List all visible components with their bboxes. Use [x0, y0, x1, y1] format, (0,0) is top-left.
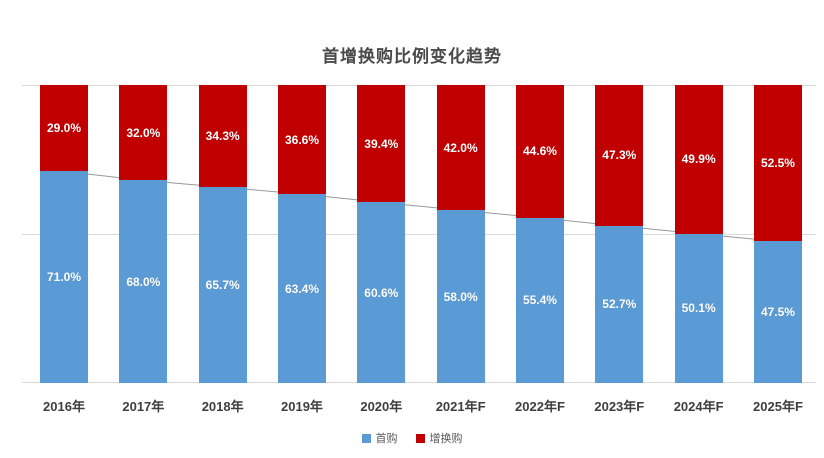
bar-value-label-first-purchase: 68.0%	[126, 274, 161, 289]
bar-group-2025年F: 52.5% 47.5%	[753, 85, 802, 383]
bar-value-label-replacement: 44.6%	[522, 144, 557, 159]
bar-value-label-first-purchase: 55.4%	[522, 293, 557, 308]
bar-group-2021年F: 42.0% 58.0%	[436, 85, 485, 383]
bar-value-label-first-purchase: 65.7%	[205, 278, 240, 293]
bar-segment-replacement: 52.5%	[753, 85, 802, 242]
x-axis-label: 2024年F	[673, 399, 724, 414]
bar-value-label-replacement: 36.6%	[284, 132, 319, 147]
bar-value-label-replacement: 34.3%	[205, 129, 240, 144]
legend-item-首购: 首购	[361, 430, 398, 446]
gridline-0-percent	[22, 382, 816, 383]
bar-segment-replacement: 36.6%	[277, 85, 326, 195]
bar-value-label-replacement: 47.3%	[602, 148, 637, 163]
bar-value-label-first-purchase: 50.1%	[681, 301, 716, 316]
bar-value-label-replacement: 32.0%	[126, 125, 161, 140]
x-axis-label: 2025年F	[753, 399, 803, 414]
x-axis-label: 2018年	[201, 399, 244, 414]
bar-segment-first-purchase: 63.4%	[277, 194, 326, 383]
bar-value-label-replacement: 29.0%	[46, 121, 82, 136]
chart-title: 首增换购比例变化趋势	[322, 47, 502, 66]
legend: 首购 增换购	[0, 430, 824, 446]
bar-value-label-replacement: 42.0%	[443, 140, 478, 155]
bar-value-label-first-purchase: 60.6%	[364, 285, 399, 300]
bar-value-label-first-purchase: 63.4%	[284, 281, 319, 296]
bar-segment-replacement: 47.3%	[595, 85, 644, 226]
bar-value-label-replacement: 49.9%	[681, 152, 716, 167]
gridline-100-percent	[22, 85, 816, 86]
bar-segment-first-purchase: 55.4%	[515, 217, 564, 383]
bar-value-label-first-purchase: 71.0%	[46, 270, 82, 285]
bar-segment-first-purchase: 50.1%	[674, 233, 723, 383]
bar-group-2016年: 29.0% 71.0%	[40, 85, 88, 383]
bar-group-2018年: 34.3% 65.7%	[198, 85, 247, 383]
bar-value-label-replacement: 52.5%	[760, 156, 795, 171]
bar-segment-replacement: 42.0%	[436, 85, 485, 211]
bar-value-label-first-purchase: 52.7%	[602, 297, 637, 312]
bar-group-2022年F: 44.6% 55.4%	[515, 85, 564, 383]
gridline-50-percent	[22, 234, 816, 235]
bar-segment-first-purchase: 58.0%	[436, 210, 485, 383]
legend-swatch-icon	[361, 433, 371, 443]
bar-segment-first-purchase: 52.7%	[595, 225, 644, 383]
boundary-trend-line	[63, 170, 779, 242]
bar-group-2017年: 32.0% 68.0%	[119, 85, 168, 383]
bar-value-label-replacement: 39.4%	[364, 136, 399, 151]
plot-area: 29.0% 71.0% 32.0% 68.0% 34.3% 65.7% 36.6% 63.4%…	[0, 85, 824, 383]
bar-group-2023年F: 47.3% 52.7%	[595, 85, 644, 383]
legend-swatch-icon	[415, 433, 425, 443]
x-axis-label: 2016年	[43, 399, 85, 414]
bar-segment-replacement: 44.6%	[515, 85, 564, 218]
x-axis-label: 2017年	[122, 399, 165, 414]
x-axis-label: 2019年	[281, 399, 323, 414]
bar-segment-first-purchase: 47.5%	[753, 241, 802, 383]
legend-label: 增换购	[429, 433, 463, 445]
bar-segment-first-purchase: 71.0%	[40, 171, 88, 383]
bar-value-label-first-purchase: 58.0%	[443, 289, 478, 304]
x-axis-label: 2021年F	[435, 399, 486, 414]
bar-segment-first-purchase: 68.0%	[119, 180, 168, 383]
x-axis-label: 2020年	[360, 399, 403, 414]
legend-label: 首购	[375, 433, 398, 445]
bar-segment-replacement: 49.9%	[674, 85, 723, 234]
bar-group-2024年F: 49.9% 50.1%	[674, 85, 723, 383]
trend-line-path	[63, 170, 779, 242]
legend-item-增换购: 增换购	[415, 430, 463, 446]
bar-group-2020年: 39.4% 60.6%	[357, 85, 406, 383]
bar-segment-first-purchase: 65.7%	[198, 187, 247, 383]
x-axis-label: 2023年F	[594, 399, 645, 414]
x-axis-label: 2022年F	[515, 399, 565, 414]
bar-segment-replacement: 39.4%	[357, 85, 406, 203]
bar-group-2019年: 36.6% 63.4%	[277, 85, 326, 383]
bar-segment-replacement: 29.0%	[40, 85, 88, 172]
bar-segment-replacement: 34.3%	[198, 85, 247, 188]
bar-value-label-first-purchase: 47.5%	[760, 305, 795, 320]
bar-segment-replacement: 32.0%	[119, 85, 168, 181]
bar-segment-first-purchase: 60.6%	[357, 202, 406, 383]
